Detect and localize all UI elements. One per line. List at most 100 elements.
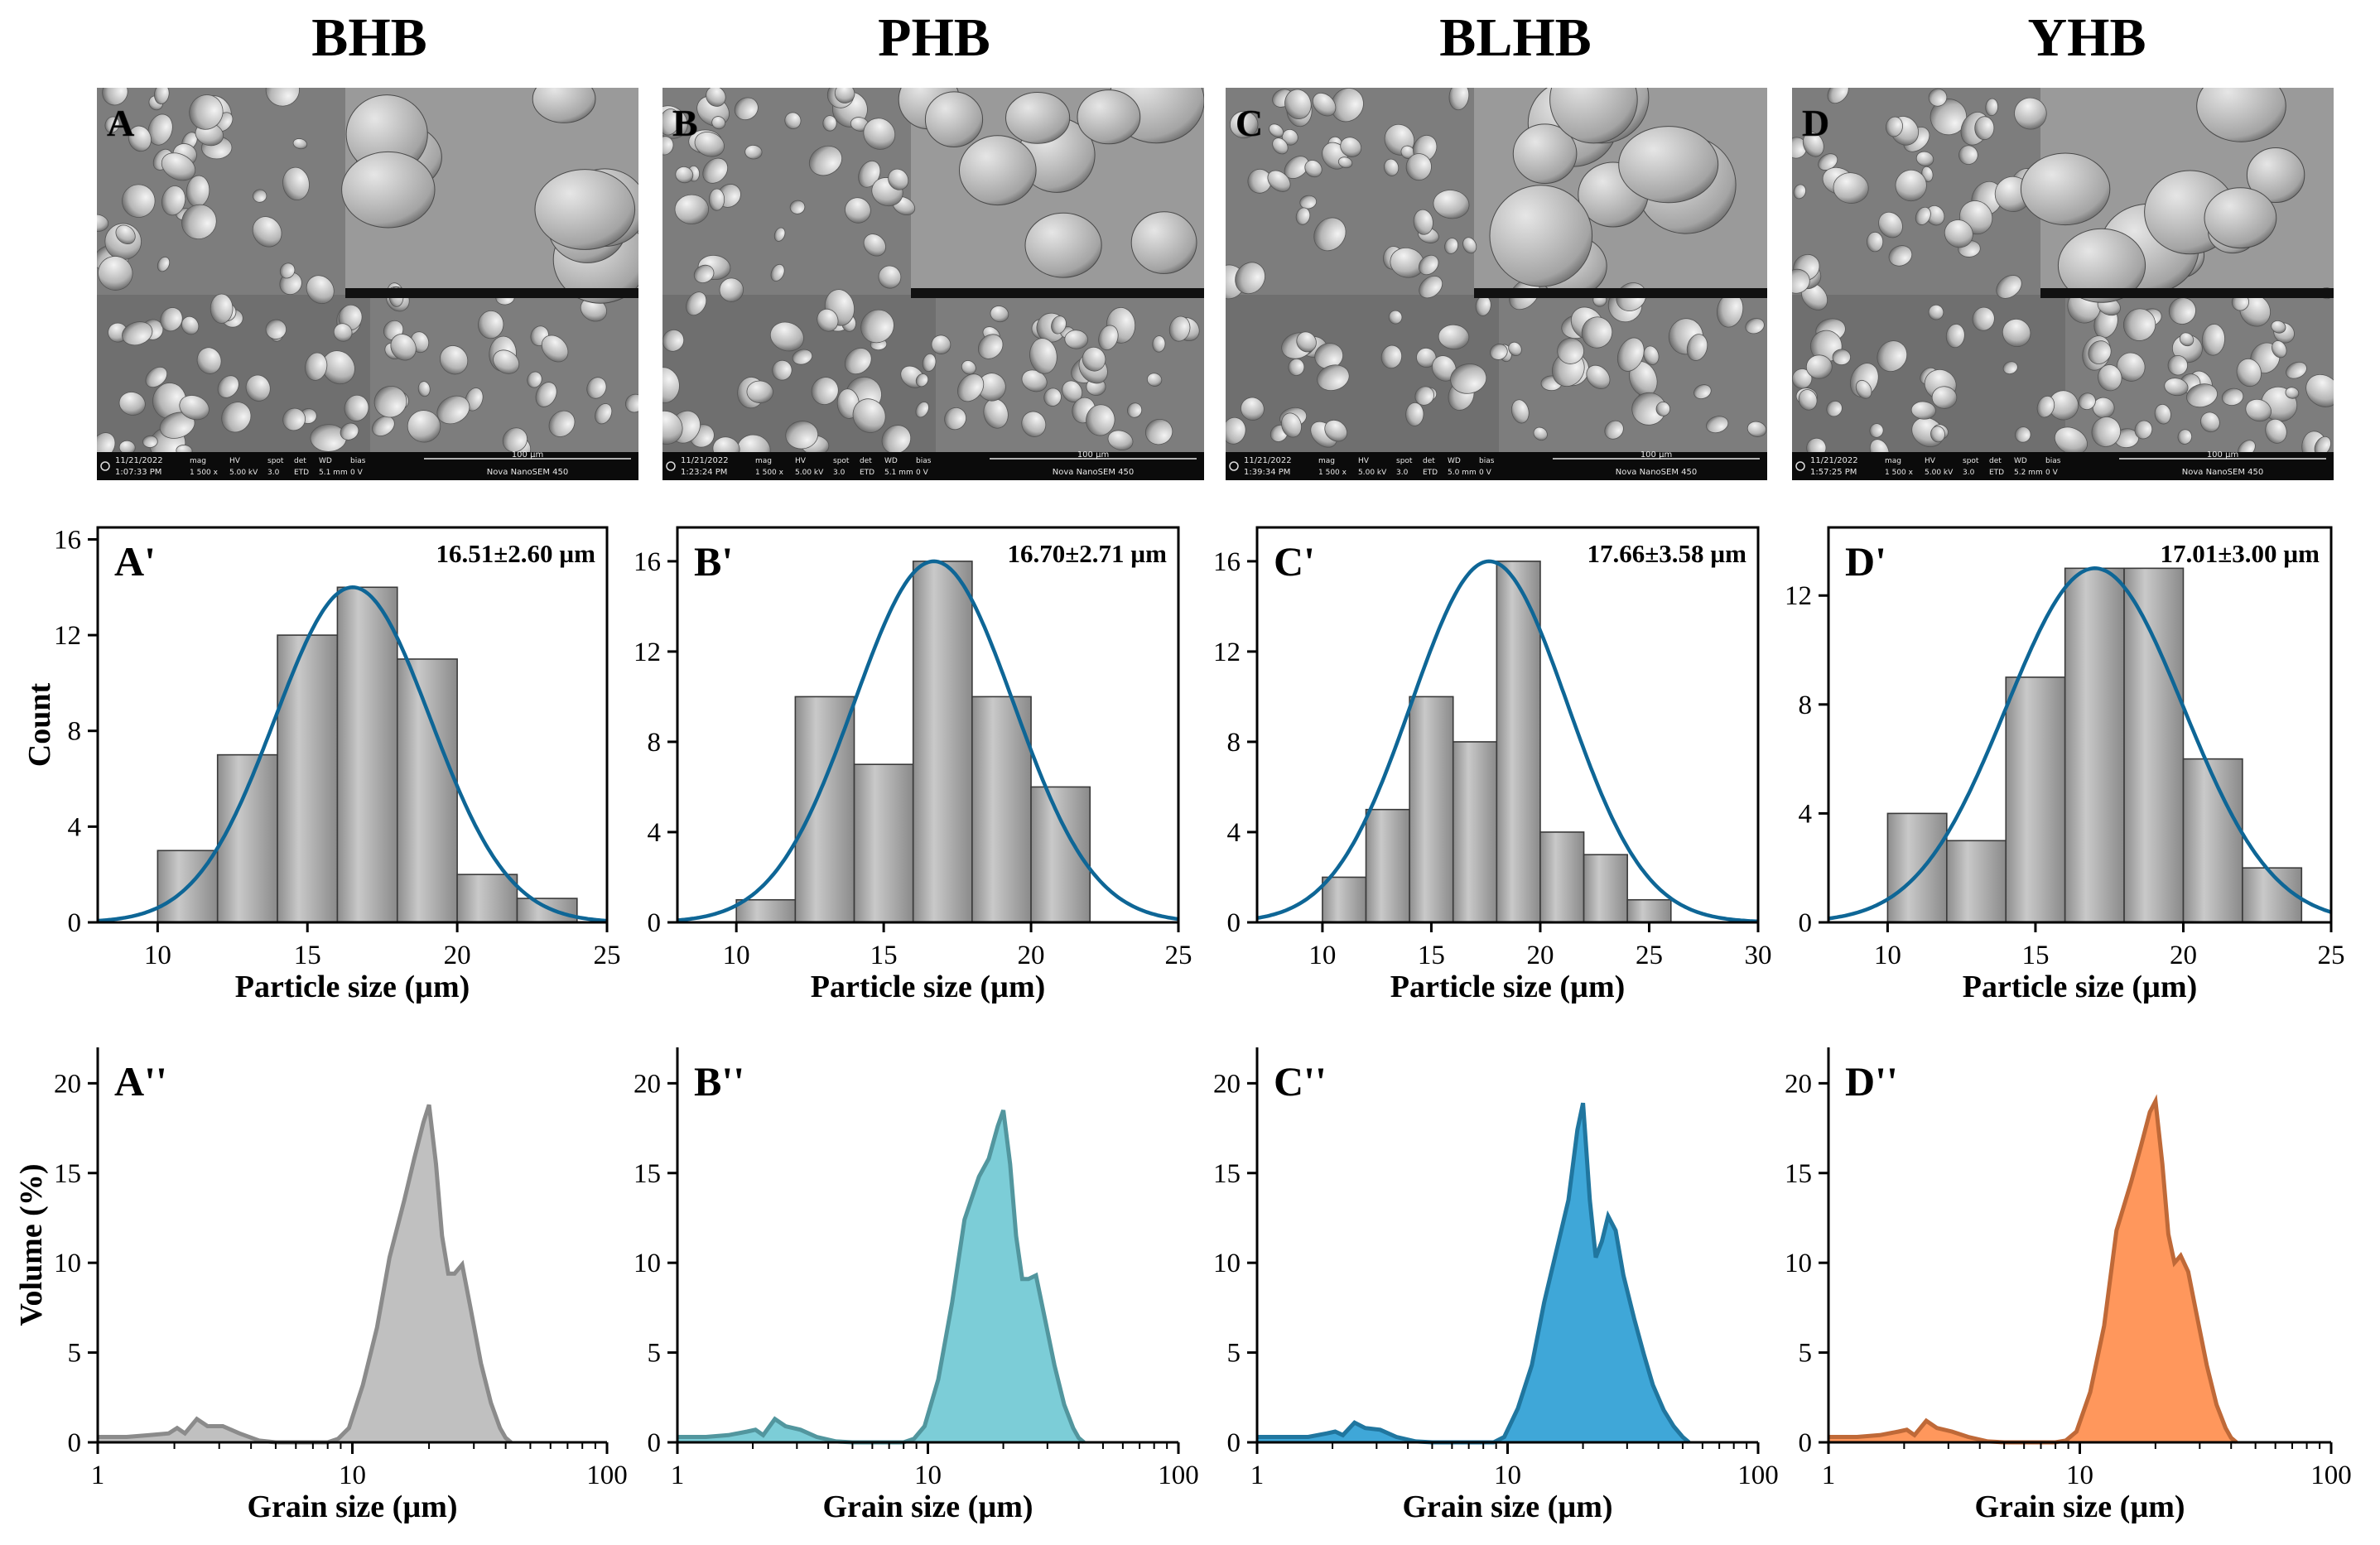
grain-size-panel-1: 1 10 100 0 5 10 15 20 Grain size (µm) B''	[634, 1047, 1199, 1524]
sem-meta-value: 3.0	[1396, 469, 1409, 477]
starch-granule	[2088, 340, 2112, 364]
starch-granule	[1855, 379, 1872, 399]
sem-meta-value: 1 500 x	[1318, 469, 1347, 477]
y-tick-label: 0	[1227, 1428, 1241, 1458]
normal-fit-curve	[677, 559, 1179, 922]
starch-granule	[372, 416, 395, 436]
x-tick-label: 1	[91, 1461, 105, 1490]
starch-granule	[1886, 116, 1903, 137]
sem-instrument: Nova NanoSEM 450	[487, 468, 568, 477]
starch-granule	[1490, 344, 1508, 360]
panel-label: B''	[694, 1058, 744, 1105]
x-tick-label: 10	[1308, 941, 1336, 970]
starch-granule	[115, 224, 136, 245]
starch-granule	[1152, 335, 1166, 353]
starch-granule	[858, 160, 881, 188]
starch-granule	[1241, 397, 1265, 421]
starch-granule	[2265, 418, 2287, 444]
starch-granule	[1930, 426, 1945, 443]
distribution-area	[1828, 1101, 2237, 1442]
starch-granule	[686, 291, 707, 316]
starch-granule	[1827, 88, 1849, 104]
starch-granule	[1877, 340, 1908, 372]
starch-granule	[1915, 151, 1934, 166]
sem-databar	[1792, 452, 2334, 480]
histogram-bar	[1452, 741, 1498, 923]
starch-granule	[1312, 93, 1337, 117]
starch-granule	[625, 393, 638, 413]
starch-granule	[1745, 318, 1765, 335]
starch-granule	[1802, 132, 1824, 157]
starch-granule	[181, 204, 217, 240]
distribution-area	[677, 1109, 1084, 1442]
grain-size-panel-2: 1 10 100 0 5 10 15 20 Grain size (µm) C''	[1213, 1047, 1779, 1524]
starch-granule	[878, 265, 902, 289]
starch-granule	[595, 403, 613, 425]
starch-granule	[1533, 426, 1548, 441]
starch-granule	[102, 88, 128, 106]
sem-date: 11/21/2022	[1810, 456, 1858, 465]
starch-granule	[221, 402, 252, 433]
histogram-bar	[1365, 808, 1410, 923]
y-tick-label: 20	[634, 1069, 661, 1099]
histogram-bar	[216, 753, 278, 923]
y-tick-label: 8	[68, 717, 82, 747]
starch-granule	[770, 263, 785, 282]
starch-granule	[2186, 383, 2218, 408]
starch-granule	[1826, 400, 1843, 417]
starch-granule	[535, 382, 557, 407]
starch-granule	[944, 407, 966, 431]
starch-granule	[344, 394, 369, 421]
histogram-panel-2: 10 15 20 25 30 0 4 8 12 16 Particle size (µm) C' 17.…	[1213, 526, 1772, 1004]
starch-granule	[1043, 387, 1062, 407]
sem-meta-value: ETD	[1989, 469, 2004, 477]
y-tick-label: 0	[68, 908, 82, 938]
starch-granule	[478, 310, 504, 339]
histogram-bar	[456, 874, 518, 923]
starch-granule	[333, 323, 353, 342]
starch-granule	[2271, 320, 2286, 334]
sem-meta-label: det	[860, 457, 872, 465]
starch-granule	[189, 94, 224, 130]
starch-granule	[436, 395, 470, 425]
histogram-bar	[2123, 567, 2185, 923]
starch-granule	[785, 421, 819, 450]
starch-granule-magnified	[2204, 187, 2277, 249]
starch-granule	[1284, 89, 1312, 119]
sem-meta-value: 0 V	[916, 469, 929, 477]
starch-granule	[340, 422, 359, 440]
starch-granule	[744, 144, 763, 160]
starch-granule	[1462, 237, 1477, 254]
starch-granule	[822, 115, 837, 132]
starch-granule	[881, 425, 912, 455]
starch-granule	[265, 88, 300, 107]
sem-time: 1:23:24 PM	[681, 468, 727, 477]
x-tick-label: 15	[2021, 941, 2049, 970]
sem-image-c: 11/21/2022 1:39:34 PM mag 1 500 x HV 5.00 kV s…	[1226, 88, 1767, 480]
starch-granule	[662, 136, 674, 156]
normal-fit-curve	[1828, 566, 2332, 921]
sem-date: 11/21/2022	[681, 456, 729, 465]
starch-granule-magnified	[1024, 212, 1102, 278]
x-tick-label: 15	[870, 941, 898, 970]
x-tick-label: 20	[2170, 941, 2197, 970]
starch-granule	[2305, 373, 2334, 407]
sem-panel-label: B	[672, 102, 698, 144]
starch-granule	[2285, 387, 2300, 399]
y-tick-label: 4	[68, 812, 82, 842]
starch-granule	[1281, 412, 1302, 438]
starch-granule	[282, 166, 310, 201]
x-tick-label: 10	[144, 941, 171, 970]
starch-granule	[1064, 330, 1088, 349]
x-axis-label: Particle size (µm)	[1390, 970, 1626, 1004]
panel-label: C''	[1274, 1058, 1327, 1105]
starch-granule	[373, 386, 407, 418]
starch-granule	[1643, 345, 1660, 365]
sem-meta-value: 1 500 x	[755, 469, 784, 477]
plot-frame	[96, 526, 609, 924]
sem-time: 1:57:25 PM	[1810, 468, 1857, 477]
sem-meta-value: ETD	[860, 469, 874, 477]
starch-granule	[245, 374, 271, 402]
y-tick-label: 10	[1785, 1249, 1812, 1278]
histogram-bar	[1886, 812, 1948, 923]
